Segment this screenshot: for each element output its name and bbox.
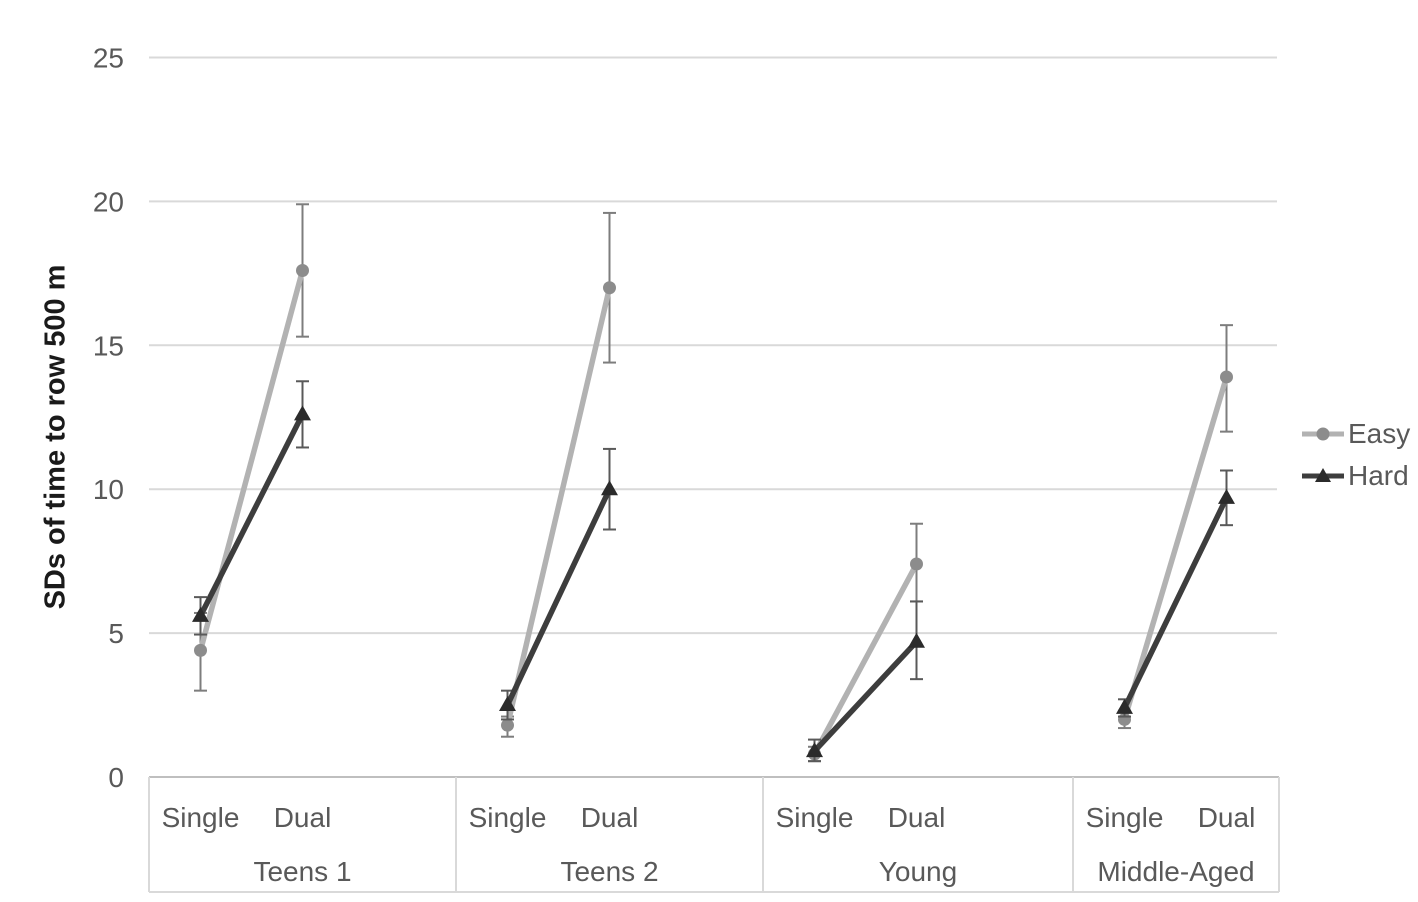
condition-label: Single <box>469 802 547 833</box>
data-point-hard <box>908 632 925 648</box>
y-tick-label: 20 <box>93 186 124 217</box>
data-point-easy <box>296 263 309 277</box>
y-tick-label: 0 <box>108 762 124 793</box>
group-label: Teens 2 <box>560 856 658 887</box>
data-point-easy <box>603 281 616 295</box>
group-label: Young <box>879 856 957 887</box>
data-point-hard <box>499 696 516 712</box>
legend-label-hard: Hard <box>1348 460 1409 491</box>
series-line-easy <box>1121 376 1230 721</box>
data-point-hard <box>806 742 823 758</box>
series-line-hard <box>812 639 919 753</box>
series-line-hard <box>198 413 305 618</box>
data-point-hard <box>1218 488 1235 504</box>
group-label: Middle-Aged <box>1097 856 1254 887</box>
group-label: Teens 1 <box>253 856 351 887</box>
condition-label: Single <box>776 802 854 833</box>
condition-label: Dual <box>1198 802 1256 833</box>
legend-item-hard: Hard <box>1301 462 1410 490</box>
y-tick-label: 10 <box>93 474 124 505</box>
series-line-hard <box>505 488 612 707</box>
y-tick-label: 25 <box>93 43 124 74</box>
condition-label: Single <box>1086 802 1164 833</box>
data-point-easy <box>501 718 514 732</box>
data-point-easy <box>910 557 923 571</box>
y-tick-label: 15 <box>93 330 124 361</box>
y-tick-label: 5 <box>108 618 124 649</box>
data-point-easy <box>194 643 207 657</box>
data-point-easy <box>1220 370 1233 384</box>
condition-label: Dual <box>888 802 946 833</box>
series-line-easy <box>812 562 919 756</box>
data-point-hard <box>1116 698 1133 714</box>
triangle-marker-icon <box>1302 468 1344 482</box>
condition-label: Dual <box>581 802 639 833</box>
data-point-hard <box>192 606 209 622</box>
circle-marker-icon <box>1302 427 1344 441</box>
condition-label: Single <box>162 802 240 833</box>
legend: Easy Hard <box>1301 420 1410 490</box>
legend-item-easy: Easy <box>1301 420 1410 448</box>
legend-label-easy: Easy <box>1348 418 1411 449</box>
condition-label: Dual <box>274 802 332 833</box>
series-line-easy <box>197 269 306 652</box>
data-point-hard <box>601 480 618 496</box>
series-line-easy <box>504 287 613 726</box>
series-line-hard <box>1122 496 1229 710</box>
data-point-hard <box>294 405 311 421</box>
